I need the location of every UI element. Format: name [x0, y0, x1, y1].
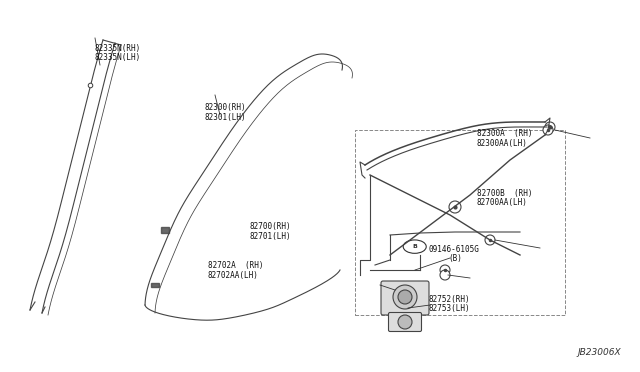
Bar [355, 130, 565, 315]
Text: 09146-6105G: 09146-6105G [429, 245, 479, 254]
FancyBboxPatch shape [388, 312, 422, 331]
FancyBboxPatch shape [381, 281, 429, 315]
Text: 82301(LH): 82301(LH) [205, 113, 246, 122]
Text: 82335N(RH): 82335N(RH) [95, 44, 141, 53]
Text: B: B [412, 244, 417, 249]
Text: JB23006X: JB23006X [577, 348, 621, 357]
Text: (B): (B) [448, 254, 462, 263]
Text: 82335N(LH): 82335N(LH) [95, 53, 141, 62]
Circle shape [543, 125, 553, 135]
Circle shape [393, 285, 417, 309]
Circle shape [403, 240, 426, 253]
Text: 82300AA(LH): 82300AA(LH) [477, 139, 527, 148]
Text: 82300A  (RH): 82300A (RH) [477, 129, 532, 138]
Circle shape [398, 315, 412, 329]
Circle shape [485, 235, 495, 245]
Text: 82752(RH): 82752(RH) [429, 295, 470, 304]
Text: 82300(RH): 82300(RH) [205, 103, 246, 112]
Text: 82700B  (RH): 82700B (RH) [477, 189, 532, 198]
Text: 82700AA(LH): 82700AA(LH) [477, 198, 527, 207]
Text: 82700(RH): 82700(RH) [250, 222, 291, 231]
Text: 82701(LH): 82701(LH) [250, 232, 291, 241]
Circle shape [440, 265, 450, 275]
Text: 82702AA(LH): 82702AA(LH) [208, 271, 259, 280]
Circle shape [398, 290, 412, 304]
Bar [161, 227, 169, 233]
Circle shape [440, 270, 450, 280]
Text: 82753(LH): 82753(LH) [429, 304, 470, 313]
Bar [151, 283, 159, 287]
Text: 82702A  (RH): 82702A (RH) [208, 262, 264, 270]
